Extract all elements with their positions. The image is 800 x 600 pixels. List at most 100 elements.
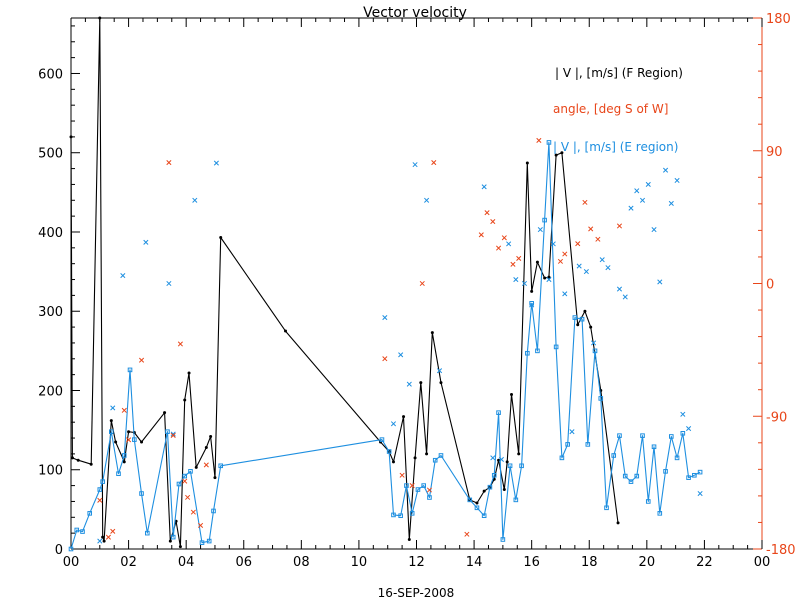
data-point-f_region bbox=[194, 465, 198, 469]
data-point-angle bbox=[562, 251, 568, 257]
y-tick-label: 100 bbox=[38, 464, 63, 479]
data-point-f_region bbox=[109, 419, 113, 423]
data-point-f_region bbox=[525, 161, 529, 165]
data-point-e_region bbox=[386, 449, 392, 454]
data-point-angle bbox=[557, 258, 564, 264]
data-point-e_region bbox=[645, 499, 651, 504]
data-point-angle bbox=[185, 494, 191, 500]
data-point-e_region_x bbox=[143, 239, 149, 245]
data-point-angle bbox=[399, 472, 405, 478]
data-point-e_region_x bbox=[390, 421, 397, 427]
data-point-angle bbox=[182, 478, 188, 484]
data-point-angle bbox=[431, 159, 437, 166]
data-point-f_region bbox=[425, 452, 429, 456]
x-tick-label: 00 bbox=[754, 555, 771, 570]
data-point-f_region bbox=[98, 16, 102, 20]
data-point-e_region_x bbox=[657, 279, 663, 285]
data-point-e_region bbox=[686, 475, 691, 480]
data-point-e_region bbox=[132, 437, 137, 442]
y2-tick-label: 180 bbox=[766, 12, 791, 27]
data-point-e_region_x bbox=[506, 241, 512, 247]
x-tick-label: 02 bbox=[120, 555, 137, 570]
data-point-e_region bbox=[427, 495, 432, 500]
data-point-e_region bbox=[398, 513, 403, 519]
data-point-f_region bbox=[209, 434, 213, 438]
series-line-f_region bbox=[70, 17, 619, 548]
data-point-e_region bbox=[415, 487, 421, 492]
data-point-f_region bbox=[616, 521, 620, 525]
data-point-angle bbox=[203, 462, 209, 468]
data-point-f_region bbox=[76, 458, 80, 462]
data-point-e_region_x bbox=[576, 263, 582, 269]
y-tick-label: 200 bbox=[38, 384, 63, 399]
data-point-e_region bbox=[176, 481, 182, 487]
x-tick-label: 14 bbox=[466, 555, 483, 570]
data-point-f_region bbox=[589, 325, 593, 329]
x-tick-label: 10 bbox=[351, 555, 368, 570]
data-point-angle bbox=[464, 531, 470, 537]
data-point-e_region_x bbox=[170, 431, 176, 437]
series-angle bbox=[97, 137, 623, 540]
data-point-e_region_x bbox=[97, 538, 103, 544]
y-tick-label: 500 bbox=[38, 147, 63, 162]
data-point-f_region bbox=[89, 462, 93, 466]
x-tick-label: 20 bbox=[639, 555, 656, 570]
x-tick-label: 06 bbox=[235, 555, 252, 570]
data-point-e_region bbox=[211, 508, 216, 514]
data-point-e_region_x bbox=[110, 405, 116, 411]
data-point-angle bbox=[484, 210, 490, 216]
x-tick-label: 16 bbox=[523, 555, 540, 570]
data-point-e_region bbox=[182, 473, 188, 479]
data-point-e_region_x bbox=[529, 302, 535, 308]
data-point-f_region bbox=[535, 260, 539, 264]
data-point-f_region bbox=[583, 309, 587, 313]
data-point-f_region bbox=[554, 153, 558, 157]
series-e_region_x bbox=[97, 160, 703, 544]
data-point-e_region_x bbox=[550, 241, 556, 247]
data-point-e_region bbox=[651, 444, 657, 450]
data-point-f_region bbox=[219, 236, 223, 240]
data-point-e_region_x bbox=[599, 257, 605, 263]
data-point-e_region bbox=[657, 511, 663, 516]
data-point-angle bbox=[382, 356, 388, 362]
data-point-e_region bbox=[692, 472, 697, 478]
data-point-f_region bbox=[122, 460, 126, 464]
data-point-angle bbox=[198, 522, 204, 528]
data-point-e_region bbox=[127, 367, 133, 373]
data-point-e_region bbox=[592, 348, 598, 354]
data-point-f_region bbox=[543, 276, 547, 280]
data-point-e_region bbox=[68, 546, 74, 552]
data-point-e_region_x bbox=[634, 188, 640, 194]
data-point-e_region bbox=[467, 497, 473, 503]
data-point-e_region bbox=[438, 453, 444, 458]
legend: | V |, [m/s] (F Region) angle, [deg S of… bbox=[553, 66, 683, 154]
data-point-e_region_x bbox=[382, 315, 388, 321]
series-line-e_region bbox=[70, 141, 701, 550]
data-point-e_region_x bbox=[674, 177, 680, 184]
data-point-e_region_x bbox=[398, 352, 404, 358]
data-point-e_region_x bbox=[697, 490, 703, 497]
data-point-angle bbox=[595, 236, 601, 242]
data-point-e_region_x bbox=[645, 181, 651, 187]
data-point-e_region bbox=[404, 483, 409, 488]
axes: 0 100 200 300 400 500 600 -180 -90 0 90 180 00 02 04 06… bbox=[38, 12, 795, 570]
data-point-angle bbox=[419, 280, 425, 287]
data-point-e_region bbox=[513, 497, 519, 503]
data-point-e_region_x bbox=[192, 197, 198, 203]
data-point-angle bbox=[588, 226, 594, 232]
data-point-f_region bbox=[187, 371, 191, 375]
x-axis-label: 16-SEP-2008 bbox=[378, 586, 455, 600]
data-point-angle bbox=[105, 534, 111, 540]
x-tick-label: 18 bbox=[581, 555, 598, 570]
data-point-e_region bbox=[170, 534, 176, 540]
data-point-e_region bbox=[525, 350, 530, 356]
data-point-e_region_x bbox=[569, 429, 575, 435]
data-point-f_region bbox=[576, 323, 580, 327]
data-point-f_region bbox=[183, 398, 187, 402]
data-point-angle bbox=[501, 235, 507, 241]
data-point-e_region bbox=[519, 463, 524, 469]
data-point-angle bbox=[510, 261, 516, 267]
data-point-e_region bbox=[218, 463, 224, 469]
data-point-e_region bbox=[199, 540, 205, 545]
